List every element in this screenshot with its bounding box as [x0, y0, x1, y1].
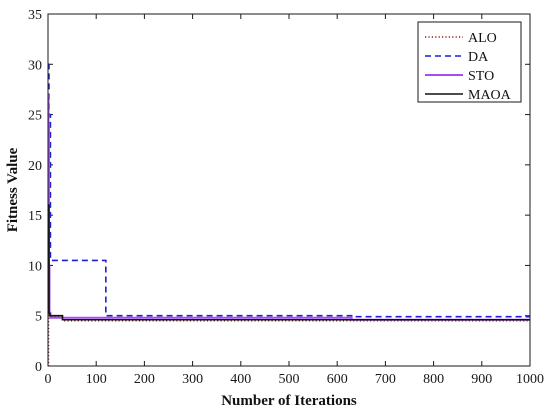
y-tick-label: 25: [28, 109, 42, 124]
x-tick-label: 200: [134, 372, 155, 387]
series-line-maoa: [48, 204, 530, 321]
x-tick-label: 400: [230, 372, 251, 387]
y-tick-label: 10: [28, 259, 42, 274]
x-tick-label: 1000: [516, 372, 544, 387]
legend-label-alo: ALO: [468, 31, 497, 46]
legend: ALO DA STO MAOA: [417, 21, 522, 103]
x-tick-label: 700: [375, 372, 396, 387]
legend-box: [417, 21, 522, 103]
legend-label-maoa: MAOA: [468, 88, 512, 103]
plot-frame: [47, 13, 531, 367]
x-tick-label: 100: [86, 372, 107, 387]
y-tick-label: 35: [28, 8, 42, 23]
x-tick-label: 500: [279, 372, 300, 387]
x-tick-label: 300: [182, 372, 203, 387]
x-axis-label: Number of Iterations: [221, 393, 357, 409]
legend-label-sto: STO: [468, 69, 494, 84]
series-line-da: [48, 63, 530, 318]
x-axis-ticks: 0 100 200 300 400 500 600 700 800 900 1000: [45, 14, 544, 387]
legend-label-da: DA: [468, 50, 489, 65]
x-tick-label: 0: [45, 372, 52, 387]
x-tick-label: 600: [327, 372, 348, 387]
x-tick-label: 800: [423, 372, 444, 387]
y-tick-label: 20: [28, 159, 42, 174]
y-axis-ticks: 0 5 10 15 20 25 30 35: [28, 8, 530, 375]
y-tick-label: 15: [28, 209, 42, 224]
y-tick-label: 0: [35, 360, 42, 375]
y-tick-label: 5: [35, 310, 42, 325]
y-tick-label: 30: [28, 58, 42, 73]
y-axis-label: Fitness Value: [5, 147, 21, 232]
x-tick-label: 900: [471, 372, 492, 387]
